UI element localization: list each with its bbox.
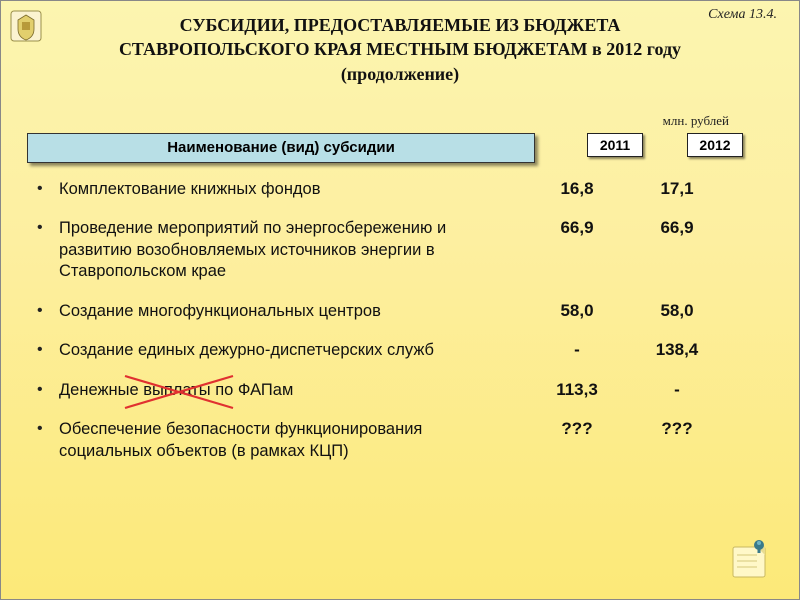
row-value-2012: 138,4	[627, 340, 727, 360]
table-row: • Создание многофункциональных центров 5…	[37, 301, 765, 322]
subsidy-rows: • Комплектование книжных фондов 16,8 17,…	[37, 179, 765, 480]
row-value-2012: 58,0	[627, 301, 727, 321]
unit-label: млн. рублей	[663, 113, 729, 129]
row-label: Обеспечение безопасности функционировани…	[59, 419, 527, 462]
bullet-icon: •	[37, 419, 59, 440]
title-line-3: (продолжение)	[61, 62, 739, 86]
row-value-2012: -	[627, 380, 727, 400]
row-label: Комплектование книжных фондов	[59, 179, 527, 200]
bullet-icon: •	[37, 301, 59, 322]
row-value-2011: 113,3	[527, 380, 627, 400]
row-value-2012: 17,1	[627, 179, 727, 199]
bullet-icon: •	[37, 179, 59, 200]
title-line-2: СТАВРОПОЛЬСКОГО КРАЯ МЕСТНЫМ БЮДЖЕТАМ в …	[61, 37, 739, 61]
title-line-1: СУБСИДИИ, ПРЕДОСТАВЛЯЕМЫЕ ИЗ БЮДЖЕТА	[61, 13, 739, 37]
table-row: • Обеспечение безопасности функционирова…	[37, 419, 765, 462]
bullet-icon: •	[37, 380, 59, 401]
table-row: • Денежные выплаты по ФАПам 113,3 -	[37, 380, 765, 401]
bullet-icon: •	[37, 218, 59, 239]
table-row: • Проведение мероприятий по энергосбереж…	[37, 218, 765, 282]
coat-of-arms-icon	[9, 9, 43, 43]
row-value-2011: -	[527, 340, 627, 360]
table-header: Наименование (вид) субсидии 2011 2012	[27, 133, 765, 167]
scheme-number-label: Схема 13.4.	[708, 7, 777, 23]
table-row: • Создание единых дежурно-диспетчерских …	[37, 340, 765, 361]
row-value-2011: ???	[527, 419, 627, 439]
bullet-icon: •	[37, 340, 59, 361]
row-label: Денежные выплаты по ФАПам	[59, 380, 527, 401]
sticky-note-pin-icon	[727, 537, 773, 583]
table-row: • Комплектование книжных фондов 16,8 17,…	[37, 179, 765, 200]
row-value-2011: 16,8	[527, 179, 627, 199]
row-value-2012: ???	[627, 419, 727, 439]
year-2012-header: 2012	[687, 133, 743, 157]
row-label: Создание многофункциональных центров	[59, 301, 527, 322]
row-value-2012: 66,9	[627, 218, 727, 238]
row-label: Проведение мероприятий по энергосбережен…	[59, 218, 527, 282]
row-value-2011: 58,0	[527, 301, 627, 321]
page-title: СУБСИДИИ, ПРЕДОСТАВЛЯЕМЫЕ ИЗ БЮДЖЕТА СТА…	[1, 1, 799, 86]
year-2011-header: 2011	[587, 133, 643, 157]
row-value-2011: 66,9	[527, 218, 627, 238]
row-label: Создание единых дежурно-диспетчерских сл…	[59, 340, 527, 361]
name-column-header: Наименование (вид) субсидии	[27, 133, 535, 163]
